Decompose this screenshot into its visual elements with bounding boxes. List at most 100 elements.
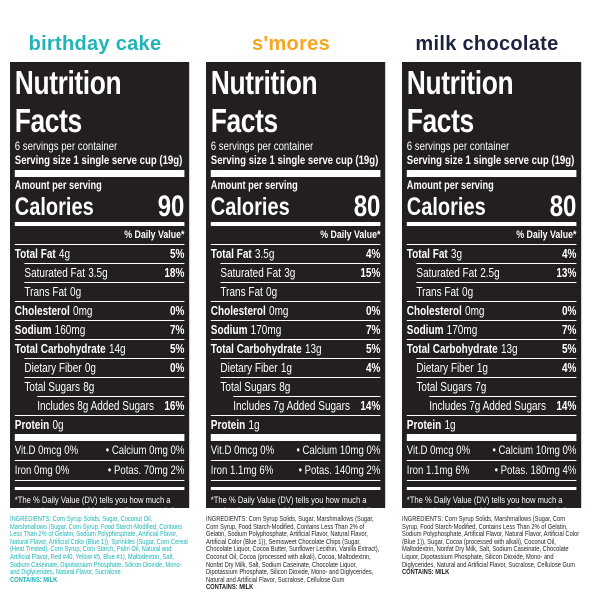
nutrient-row: Total Carbohydrate 14g 5% xyxy=(14,339,184,358)
nutrient: Sodium 170mg xyxy=(407,321,477,339)
nutrition-label: Nutrition Facts 6 servings per container S… xyxy=(402,62,582,539)
nutrient-row: Cholesterol 0mg 0% xyxy=(210,301,381,320)
nutrient-row: Dietary Fiber 0g 0% xyxy=(24,358,184,377)
nutrient-dv: 18% xyxy=(164,266,185,280)
product-column: birthday cake Nutrition Facts 6 servings p… xyxy=(0,0,190,600)
nutrient: Protein 1g xyxy=(407,416,456,434)
nutrient-row: Protein 0g xyxy=(14,415,185,441)
nutrient-name: Total Sugars xyxy=(24,380,80,394)
nutrient-row: Includes 7g Added Sugars 14% xyxy=(429,396,577,415)
nutrient: Protein 0g xyxy=(15,416,64,434)
nutrient: Trans Fat 0g xyxy=(220,283,277,301)
nutrient-name: Saturated Fat xyxy=(24,266,85,280)
nutrient-row: Trans Fat 0g xyxy=(24,282,185,301)
nutrient: Saturated Fat 2.5g xyxy=(416,264,499,282)
nutrient-amount: 4g xyxy=(58,247,71,261)
nutrient-amount: 13g xyxy=(304,342,322,356)
nutrient-dv: 15% xyxy=(360,266,381,280)
nutrient-dv: 5% xyxy=(561,342,577,356)
nutrient-amount: 0mg xyxy=(73,304,93,318)
nutrient: Sodium 170mg xyxy=(211,321,281,339)
nutrient-amount: 170mg xyxy=(446,323,478,337)
serving-size: Serving size 1 single serve cup (19g) xyxy=(14,153,185,177)
nutrient-amount: 1g xyxy=(280,361,292,375)
nutrient: Total Sugars 7g xyxy=(416,378,486,396)
nutrient-amount: 7g xyxy=(475,380,487,394)
vitamin-row: Iron 1.1mg 6% Potas. 180mg 4% xyxy=(406,461,577,481)
nutrient-amount: 0g xyxy=(266,285,278,299)
nutrient-name: Includes 8g Added Sugars xyxy=(37,399,154,413)
ingredients: INGREDIENTS: Corn Syrup Solids, Marshmal… xyxy=(402,515,581,576)
nutrient: Dietary Fiber 1g xyxy=(416,359,488,377)
vitamin: Vit.D 0mcg 0% xyxy=(210,443,275,457)
dv-header: % Daily Value* xyxy=(320,229,381,241)
nutrient-row: Dietary Fiber 1g 4% xyxy=(220,358,381,377)
nutrient-name: Protein xyxy=(210,418,246,432)
vitamin: Potas. 180mg 4% xyxy=(495,461,577,480)
nutrient-dv: 4% xyxy=(561,247,577,261)
vitamin: Potas. 140mg 2% xyxy=(299,461,381,480)
nutrient: Cholesterol 0mg xyxy=(15,302,93,320)
nutrient-row: Trans Fat 0g xyxy=(220,282,381,301)
nutrient: Total Fat 3.5g xyxy=(211,245,275,263)
serving-size: Serving size 1 single serve cup (19g) xyxy=(210,153,381,177)
contains: CONTAINS: MILK xyxy=(10,574,58,584)
nutrient-name: Trans Fat xyxy=(220,285,263,299)
calories-value: 80 xyxy=(549,190,577,223)
vitamin-row: Vit.D 0mcg 0% Calcium 10mg 0% xyxy=(210,441,381,461)
amount-per-serving: Amount per serving xyxy=(210,180,298,192)
nutrient: Includes 7g Added Sugars xyxy=(429,397,546,415)
label-title: Nutrition Facts xyxy=(210,64,318,139)
nutrient-name: Dietary Fiber xyxy=(24,361,82,375)
nutrient: Trans Fat 0g xyxy=(24,283,81,301)
nutrient-name: Trans Fat xyxy=(24,285,67,299)
vitamin: Vit.D 0mcg 0% xyxy=(14,443,79,457)
nutrient-dv: 7% xyxy=(365,323,381,337)
vitamin: Vit.D 0mcg 0% xyxy=(406,443,471,457)
nutrient-name: Total Fat xyxy=(14,247,56,261)
nutrient: Dietary Fiber 1g xyxy=(220,359,292,377)
nutrient-row: Sodium 160mg 7% xyxy=(14,320,185,339)
product-column: milk chocolate Nutrition Facts 6 servings … xyxy=(392,0,582,600)
vitamin-row: Iron 1.1mg 6% Potas. 140mg 2% xyxy=(210,461,381,481)
nutrient-row: Saturated Fat 3.5g 18% xyxy=(24,263,184,282)
nutrient-amount: 13g xyxy=(500,342,518,356)
vitamin: Potas. 70mg 2% xyxy=(108,461,184,480)
label-title: Nutrition Facts xyxy=(14,64,122,139)
nutrient-amount: 2.5g xyxy=(480,266,500,280)
nutrition-label: Nutrition Facts 6 servings per container S… xyxy=(10,62,190,539)
nutrient: Dietary Fiber 0g xyxy=(24,359,96,377)
nutrient-row: Cholesterol 0mg 0% xyxy=(406,301,577,320)
nutrient-name: Saturated Fat xyxy=(220,266,281,280)
servings: 6 servings per container xyxy=(210,139,314,153)
nutrient-row: Total Carbohydrate 13g 5% xyxy=(210,339,381,358)
nutrient-amount: 14g xyxy=(108,342,126,356)
nutrient-dv: 4% xyxy=(561,361,577,375)
nutrient-row: Total Fat 3.5g 4% xyxy=(210,244,381,263)
nutrient-dv: 14% xyxy=(360,399,381,413)
nutrient-name: Total Sugars xyxy=(416,380,472,394)
nutrient-name: Protein xyxy=(406,418,442,432)
calories-label: Calories xyxy=(14,193,94,221)
nutrient: Trans Fat 0g xyxy=(416,283,473,301)
nutrient-name: Saturated Fat xyxy=(416,266,477,280)
serving-size: Serving size 1 single serve cup (19g) xyxy=(406,153,577,177)
nutrient-amount: 3g xyxy=(450,247,463,261)
nutrient-dv: 7% xyxy=(169,323,185,337)
nutrient-amount: 1g xyxy=(248,418,260,432)
label-title: Nutrition Facts xyxy=(406,64,514,139)
amount-per-serving: Amount per serving xyxy=(14,180,102,192)
nutrient-amount: 8g xyxy=(279,380,291,394)
nutrient-row: Saturated Fat 3g 15% xyxy=(220,263,381,282)
contains: CONTAINS: MILK xyxy=(206,582,254,592)
nutrient: Total Sugars 8g xyxy=(220,378,290,396)
ingredients-text: INGREDIENTS: Corn Syrup Solids, Sugar, M… xyxy=(206,514,380,584)
calories-row: Calories 90 xyxy=(14,192,184,226)
nutrient-row: Total Sugars 7g xyxy=(416,377,577,396)
nutrient-name: Cholesterol xyxy=(210,304,266,318)
servings: 6 servings per container xyxy=(406,139,510,153)
nutrient-amount: 0mg xyxy=(269,304,289,318)
nutrient: Total Sugars 8g xyxy=(24,378,94,396)
nutrient: Protein 1g xyxy=(211,416,260,434)
